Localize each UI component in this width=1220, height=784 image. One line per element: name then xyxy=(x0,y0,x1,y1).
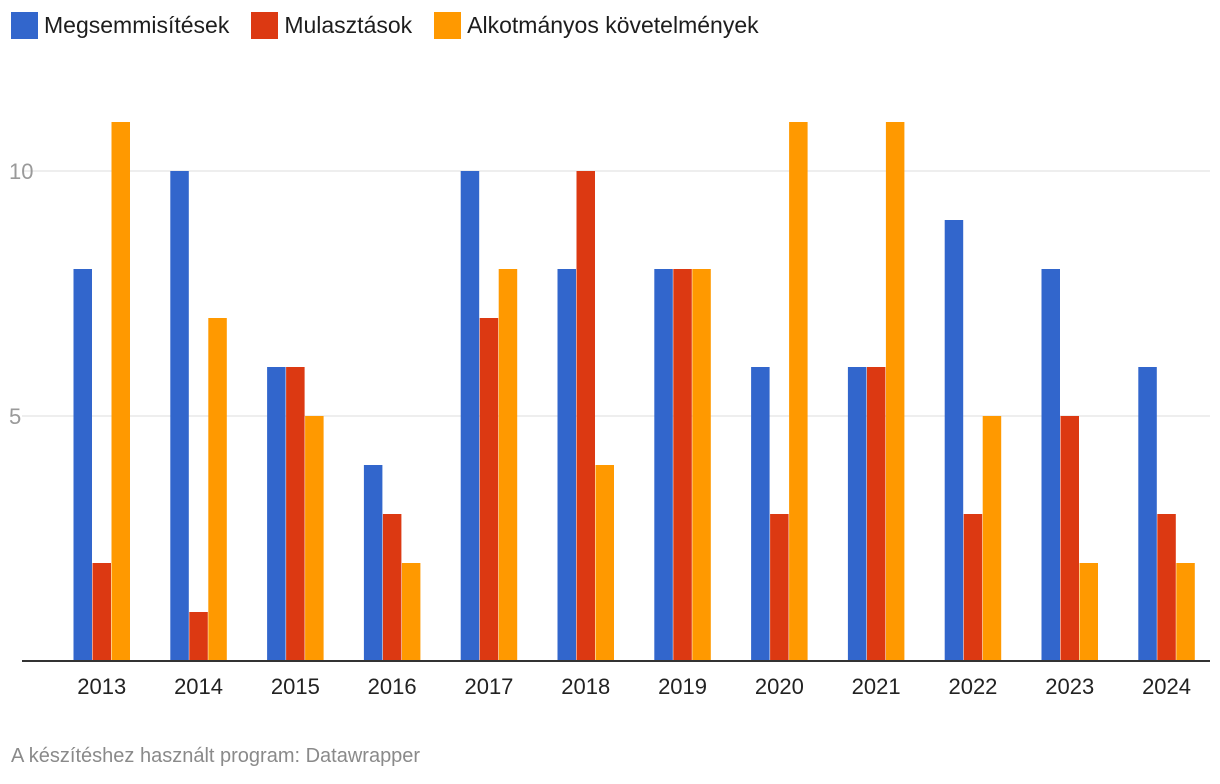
legend-swatch xyxy=(11,12,38,39)
legend-label: Megsemmisítések xyxy=(44,12,230,38)
bar xyxy=(866,367,886,661)
x-tick-label: 2013 xyxy=(77,674,126,699)
x-tick-label: 2020 xyxy=(755,674,804,699)
bar xyxy=(595,465,614,661)
bar xyxy=(401,563,421,661)
legend: Megsemmisítések Mulasztások Alkotmányos … xyxy=(11,12,781,39)
bar xyxy=(479,318,499,661)
legend-label: Alkotmányos követelmények xyxy=(467,12,759,38)
bar xyxy=(692,269,711,661)
bar xyxy=(1157,514,1176,661)
bar xyxy=(673,269,692,661)
bar xyxy=(982,416,1002,661)
bar xyxy=(382,514,402,661)
x-tick-label: 2018 xyxy=(561,674,610,699)
x-tick-label: 2016 xyxy=(368,674,417,699)
y-tick-label: 10 xyxy=(9,159,33,184)
bar xyxy=(1079,563,1098,661)
bar xyxy=(944,220,964,661)
bar xyxy=(847,367,867,661)
bar xyxy=(189,612,208,661)
bar xyxy=(963,514,983,661)
y-tick-label: 5 xyxy=(9,404,21,429)
bar xyxy=(654,269,673,661)
x-tick-label: 2024 xyxy=(1142,674,1191,699)
x-tick-label: 2015 xyxy=(271,674,320,699)
bar xyxy=(267,367,286,661)
bar xyxy=(92,563,111,661)
x-tick-label: 2014 xyxy=(174,674,223,699)
x-tick-label: 2022 xyxy=(948,674,997,699)
bar xyxy=(170,171,189,661)
bar xyxy=(1041,269,1060,661)
x-tick-label: 2021 xyxy=(852,674,901,699)
x-tick-label: 2017 xyxy=(464,674,513,699)
bar xyxy=(885,122,905,661)
legend-item-alkotmanyos-kovetelmenyek: Alkotmányos követelmények xyxy=(434,12,759,39)
x-tick-label: 2023 xyxy=(1045,674,1094,699)
legend-swatch xyxy=(434,12,462,39)
legend-label: Mulasztások xyxy=(284,12,413,38)
bar xyxy=(789,122,808,661)
bar xyxy=(305,416,324,661)
bar xyxy=(498,269,518,661)
bar xyxy=(576,171,595,661)
footer-credit: A készítéshez használt program: Datawrap… xyxy=(11,745,421,767)
legend-item-mulasztasok: Mulasztások xyxy=(251,12,412,39)
bar xyxy=(557,269,576,661)
bar xyxy=(73,269,92,661)
bar xyxy=(208,318,227,661)
bar xyxy=(751,367,770,661)
bar xyxy=(286,367,305,661)
bar xyxy=(111,122,130,661)
legend-item-megsemmisitesek: Megsemmisítések xyxy=(11,12,229,39)
bar xyxy=(1060,416,1079,661)
bar xyxy=(460,171,480,661)
bar xyxy=(363,465,383,661)
x-tick-label: 2019 xyxy=(658,674,707,699)
bar xyxy=(1176,563,1195,661)
bar xyxy=(770,514,789,661)
bar xyxy=(1138,367,1157,661)
legend-swatch xyxy=(251,12,279,39)
